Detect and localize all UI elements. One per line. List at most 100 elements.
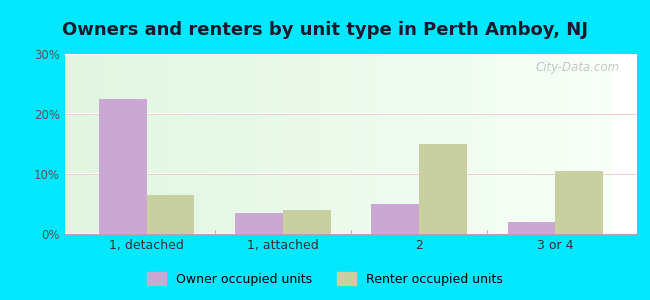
Bar [436, 54, 441, 234]
Bar [370, 54, 376, 234]
Bar [359, 54, 365, 234]
Bar [190, 54, 196, 234]
Bar [517, 54, 523, 234]
Bar [239, 54, 245, 234]
Bar [555, 54, 561, 234]
Bar [376, 54, 381, 234]
Bar [348, 54, 354, 234]
Bar [81, 54, 87, 234]
Bar [506, 54, 512, 234]
Bar [441, 54, 447, 234]
Bar [326, 54, 332, 234]
Bar [147, 195, 194, 234]
Bar [599, 54, 604, 234]
Bar [528, 54, 534, 234]
Bar [495, 54, 500, 234]
Bar [283, 210, 331, 234]
Bar [479, 54, 484, 234]
Bar [539, 54, 545, 234]
Bar [152, 54, 157, 234]
Bar [371, 204, 419, 234]
Bar [604, 54, 610, 234]
Bar [212, 54, 218, 234]
Bar [76, 54, 81, 234]
Bar [571, 54, 577, 234]
Bar [419, 54, 424, 234]
Bar [266, 54, 272, 234]
Bar [332, 54, 337, 234]
Bar [125, 54, 131, 234]
Bar [305, 54, 310, 234]
Bar [70, 54, 76, 234]
Bar [534, 54, 539, 234]
Bar [179, 54, 185, 234]
Bar [168, 54, 174, 234]
Legend: Owner occupied units, Renter occupied units: Owner occupied units, Renter occupied un… [142, 267, 508, 291]
Bar [523, 54, 528, 234]
Text: Owners and renters by unit type in Perth Amboy, NJ: Owners and renters by unit type in Perth… [62, 21, 588, 39]
Bar [289, 54, 294, 234]
Bar [207, 54, 212, 234]
Bar [463, 54, 468, 234]
Bar [545, 54, 550, 234]
Bar [381, 54, 386, 234]
Bar [457, 54, 463, 234]
Bar [397, 54, 403, 234]
Bar [566, 54, 571, 234]
Bar [490, 54, 495, 234]
Bar [157, 54, 163, 234]
Bar [512, 54, 517, 234]
Text: City-Data.com: City-Data.com [536, 61, 620, 74]
Bar [234, 54, 239, 234]
Bar [185, 54, 190, 234]
Bar [321, 54, 326, 234]
Bar [147, 54, 152, 234]
Bar [250, 54, 255, 234]
Bar [120, 54, 125, 234]
Bar [403, 54, 408, 234]
Bar [452, 54, 457, 234]
Bar [593, 54, 599, 234]
Bar [196, 54, 202, 234]
Bar [218, 54, 223, 234]
Bar [474, 54, 479, 234]
Bar [500, 54, 506, 234]
Bar [419, 144, 467, 234]
Bar [424, 54, 430, 234]
Bar [163, 54, 168, 234]
Bar [272, 54, 278, 234]
Bar [386, 54, 392, 234]
Bar [261, 54, 266, 234]
Bar [92, 54, 98, 234]
Bar [202, 54, 207, 234]
Bar [283, 54, 289, 234]
Bar [245, 54, 250, 234]
Bar [278, 54, 283, 234]
Bar [430, 54, 436, 234]
Bar [316, 54, 321, 234]
Bar [136, 54, 141, 234]
Bar [550, 54, 555, 234]
Bar [310, 54, 316, 234]
Bar [223, 54, 228, 234]
Bar [354, 54, 359, 234]
Bar [343, 54, 348, 234]
Bar [235, 213, 283, 234]
Bar [561, 54, 566, 234]
Bar [294, 54, 299, 234]
Bar [228, 54, 234, 234]
Bar [87, 54, 92, 234]
Bar [99, 99, 147, 234]
Bar [141, 54, 147, 234]
Bar [365, 54, 370, 234]
Bar [109, 54, 114, 234]
Bar [588, 54, 593, 234]
Bar [114, 54, 120, 234]
Bar [392, 54, 397, 234]
Bar [582, 54, 588, 234]
Bar [468, 54, 474, 234]
Bar [408, 54, 413, 234]
Bar [484, 54, 490, 234]
Bar [555, 171, 603, 234]
Bar [299, 54, 305, 234]
